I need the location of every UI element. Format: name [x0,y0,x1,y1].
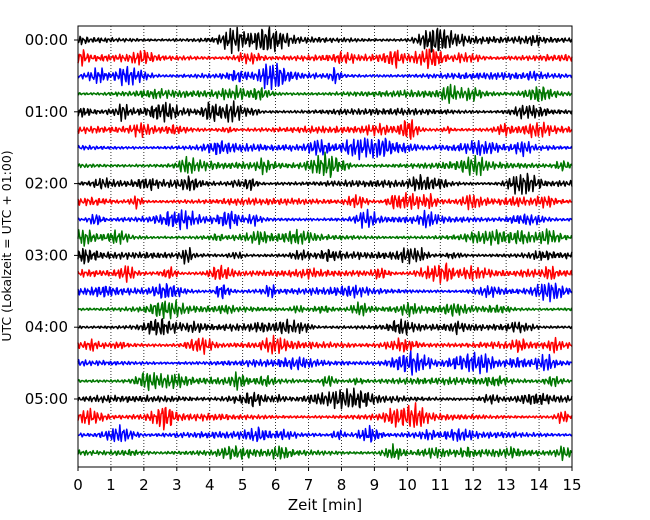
seismic-trace [77,228,573,247]
plot-frame [77,25,573,468]
x-tick-label: 6 [271,476,281,494]
y-tick-label: 03:00 [25,246,68,264]
seismic-trace [77,151,573,179]
x-tick-label: 5 [238,476,248,494]
x-tick-label: 9 [370,476,380,494]
y-tick-label: 05:00 [25,390,68,408]
x-tick-label: 13 [497,476,516,494]
seismic-trace [77,318,573,336]
seismic-trace [77,83,573,104]
seismic-trace [77,26,573,55]
seismic-trace [77,282,573,303]
x-tick-label: 15 [562,476,581,494]
x-axis-ticks: 0 1 2 3 4 5 6 7 8 9 10 11 12 13 14 15 [73,467,582,494]
x-tick-label: 12 [464,476,483,494]
seismic-trace [77,334,573,355]
x-tick-label: 11 [431,476,450,494]
seismic-trace [77,192,573,211]
seismic-trace [77,443,573,462]
x-tick-label: 4 [205,476,215,494]
x-tick-label: 14 [530,476,549,494]
x-tick-label: 3 [172,476,182,494]
seismic-trace [77,387,573,410]
x-tick-label: 8 [337,476,347,494]
x-tick-label: 1 [106,476,116,494]
x-tick-label: 7 [304,476,314,494]
x-tick-label: 0 [73,476,83,494]
seismic-trace [77,350,573,376]
x-tick-label: 2 [139,476,149,494]
y-axis-label: UTC (Lokalzeit = UTC + 01:00) [0,150,14,341]
y-tick-label: 04:00 [25,318,68,336]
y-tick-label: 00:00 [25,31,68,49]
seismic-trace [77,119,573,140]
y-tick-label: 01:00 [25,103,68,121]
seismic-trace [77,100,573,123]
seismic-trace [77,402,573,431]
seismic-trace [77,262,573,284]
seismic-trace [77,48,573,70]
helicorder-traces [77,26,573,462]
x-tick-label: 10 [398,476,417,494]
y-tick-label: 02:00 [25,175,68,193]
seismic-trace [77,172,573,195]
seismic-trace [77,137,573,161]
seismic-trace [77,246,573,265]
x-axis-label: Zeit [min] [288,496,362,514]
seismic-trace [77,371,573,392]
seismic-trace [77,208,573,231]
seismic-trace [77,62,573,91]
seismic-trace [77,424,573,443]
seismic-trace [77,299,573,320]
y-axis-ticks: 00:00 01:00 02:00 03:00 04:00 05:00 [25,31,78,408]
